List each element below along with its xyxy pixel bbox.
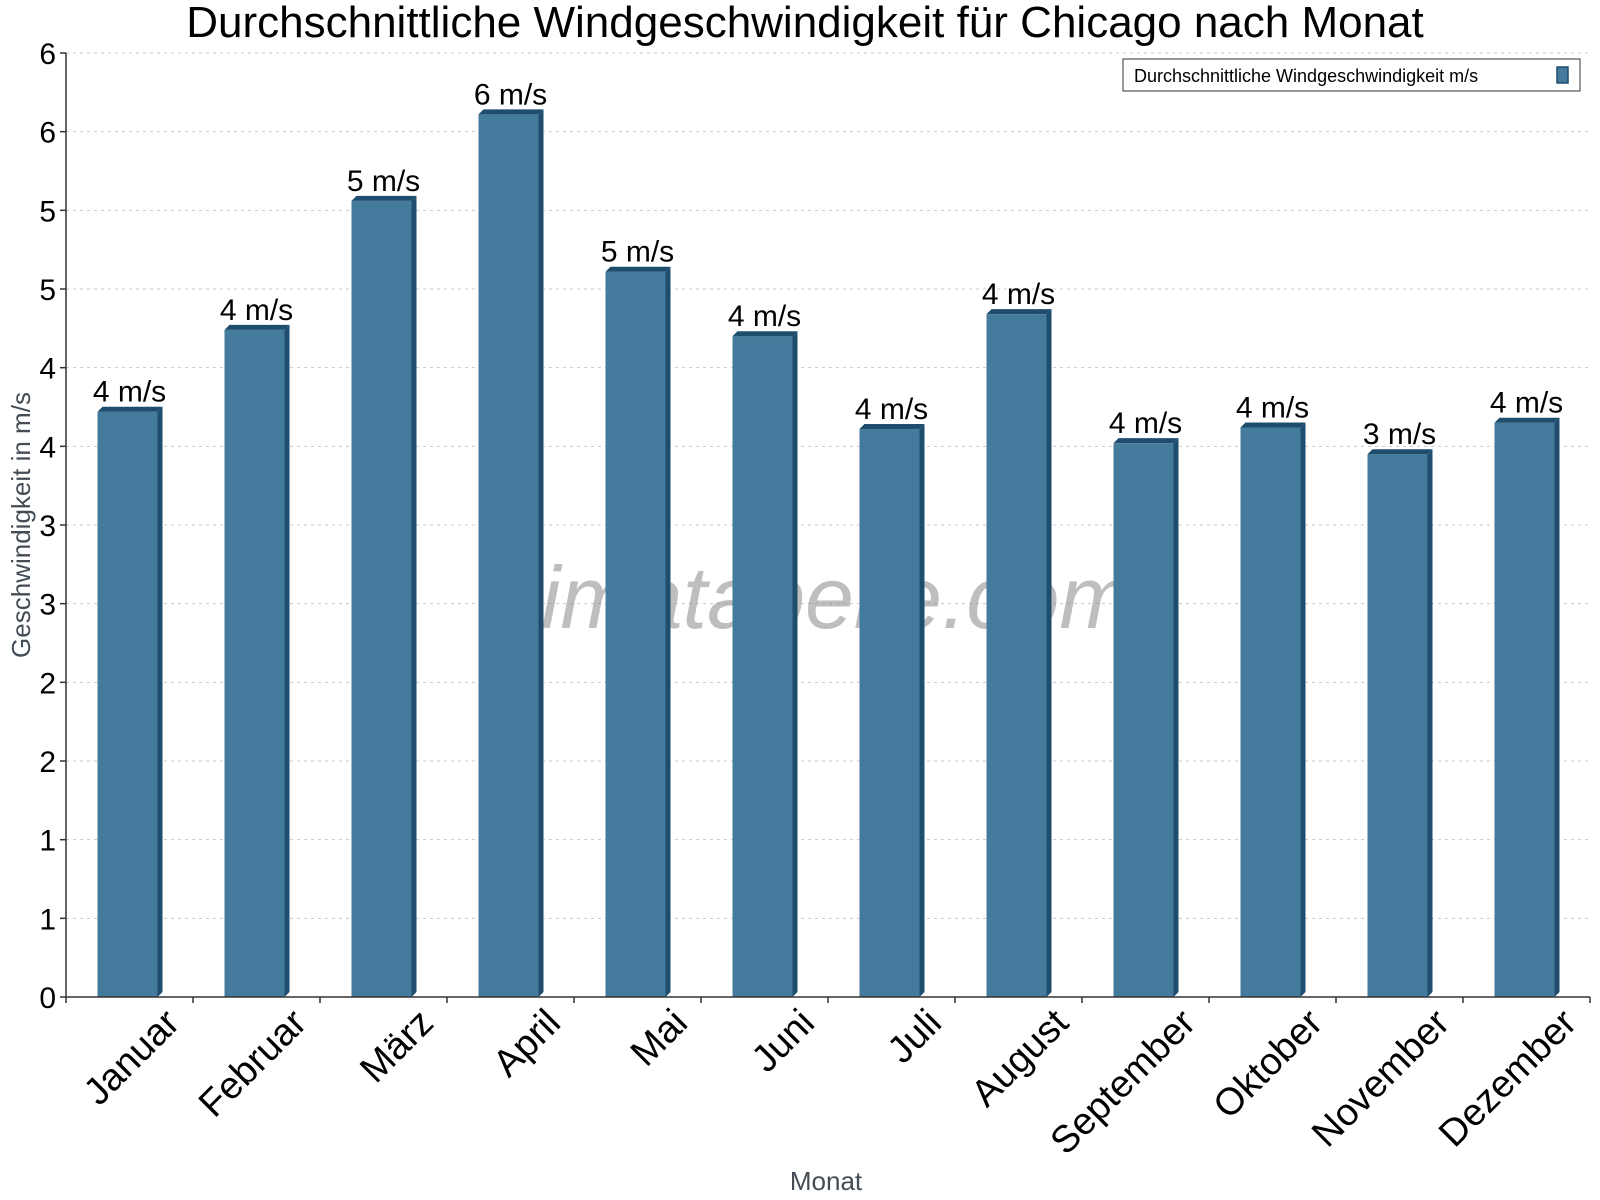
bar: [97, 411, 158, 998]
y-tick-label: 0: [39, 982, 56, 1015]
data-label: 4 m/s: [1109, 407, 1182, 440]
bar: [224, 329, 285, 997]
x-tick-label: Januar: [76, 1001, 188, 1113]
bar-side: [792, 331, 798, 997]
x-tick-label: Dezember: [1431, 1001, 1585, 1155]
bar-top: [1494, 417, 1560, 423]
bar-group: 4 m/s: [1236, 391, 1309, 997]
x-axis-ticks: Januar Februar März April Mai Juni Juli AugustS…: [65, 997, 1591, 1163]
bar: [1240, 427, 1301, 997]
y-tick-label: 3: [39, 589, 56, 622]
data-label: 5 m/s: [347, 165, 420, 198]
bar-side: [1046, 309, 1052, 997]
bar-group: 5 m/s: [601, 236, 674, 997]
y-tick-label: 2: [39, 746, 56, 779]
bar-group: 4 m/s: [93, 376, 166, 998]
bar-group: 3 m/s: [1363, 418, 1436, 997]
data-label: 4 m/s: [1236, 391, 1309, 424]
y-tick-label: 4: [39, 353, 56, 386]
bar-top: [1367, 449, 1433, 455]
bar-group: 4 m/s: [1490, 387, 1563, 997]
bar-top: [224, 324, 290, 330]
bar-side: [1173, 438, 1179, 998]
bar: [605, 271, 666, 997]
bar: [478, 114, 539, 998]
bar-side: [1554, 417, 1560, 997]
bar: [986, 314, 1047, 997]
data-label: 4 m/s: [220, 294, 293, 327]
data-label: 6 m/s: [474, 78, 547, 111]
y-tick-label: 1: [39, 825, 56, 858]
data-label: 4 m/s: [982, 278, 1055, 311]
data-label: 4 m/s: [728, 300, 801, 333]
bar: [1494, 422, 1555, 997]
y-tick-label: 5: [39, 274, 56, 307]
bar-side: [157, 406, 163, 998]
bar-top: [986, 309, 1052, 315]
bar: [732, 336, 793, 997]
legend-swatch: [1556, 66, 1569, 84]
bar: [859, 429, 920, 997]
y-tick-label: 5: [39, 195, 56, 228]
x-tick-label: November: [1304, 1001, 1458, 1155]
y-axis-title: Geschwindigkeit in m/s: [6, 392, 36, 658]
x-tick-label: Februar: [191, 1001, 315, 1125]
bar-side: [1300, 422, 1306, 997]
data-label: 5 m/s: [601, 236, 674, 269]
bar-group: 4 m/s: [728, 300, 801, 997]
x-tick-label: April: [485, 1002, 568, 1085]
x-tick-label: März: [352, 1002, 441, 1091]
bar-top: [605, 266, 671, 272]
data-label: 4 m/s: [1490, 387, 1563, 420]
bar-side: [665, 266, 671, 997]
bar-top: [478, 109, 544, 115]
x-tick-label: August: [964, 1001, 1078, 1115]
y-tick-label: 6: [39, 117, 56, 150]
bar-group: 4 m/s: [1109, 407, 1182, 998]
y-tick-label: 3: [39, 510, 56, 543]
bar-top: [351, 195, 417, 201]
bar-side: [919, 424, 925, 997]
legend-label: Durchschnittliche Windgeschwindigkeit m/…: [1134, 66, 1478, 86]
legend-box: [1122, 58, 1581, 92]
bar-group: 5 m/s: [347, 165, 420, 998]
x-axis-title: Monat: [790, 1166, 863, 1196]
x-tick-label: Oktober: [1206, 1001, 1332, 1127]
y-tick-label: 6: [39, 38, 56, 71]
y-tick-label: 2: [39, 667, 56, 700]
legend: Durchschnittliche Windgeschwindigkeit m/…: [1122, 58, 1581, 92]
bar-group: 4 m/s: [220, 294, 293, 997]
data-label: 3 m/s: [1363, 418, 1436, 451]
bar-side: [411, 195, 417, 998]
x-tick-label: Mai: [623, 1002, 696, 1075]
y-tick-label: 4: [39, 431, 56, 464]
x-tick-label: Juli: [880, 1002, 950, 1072]
gridlines: [66, 52, 1590, 919]
bar: [351, 200, 412, 998]
bar-top: [1240, 422, 1306, 428]
bar: [1367, 454, 1428, 997]
x-tick-label: Juni: [744, 1002, 823, 1081]
bar-group: 4 m/s: [855, 393, 928, 997]
y-axis-ticks: 0 1 1 2 2 3 3 4 4 5 5 6 6: [39, 38, 66, 1015]
bar-side: [284, 324, 290, 997]
bar-top: [97, 406, 163, 412]
bar-group: 6 m/s: [474, 78, 547, 998]
bar-top: [859, 424, 925, 430]
bar-side: [538, 109, 544, 998]
bar-top: [1113, 438, 1179, 444]
chart-title: Durchschnittliche Windgeschwindigkeit fü…: [186, 0, 1424, 47]
bar-top: [732, 331, 798, 337]
data-label: 4 m/s: [93, 376, 166, 409]
bar-side: [1427, 449, 1433, 997]
bar: [1113, 443, 1174, 998]
bar-group: 4 m/s: [982, 278, 1055, 997]
bars: 4 m/s 4 m/s 5 m/s 6 m/s 5 m/s 4 m/s 4 m/s 4 m/s…: [93, 78, 1563, 998]
data-label: 4 m/s: [855, 393, 928, 426]
y-tick-label: 1: [39, 903, 56, 936]
